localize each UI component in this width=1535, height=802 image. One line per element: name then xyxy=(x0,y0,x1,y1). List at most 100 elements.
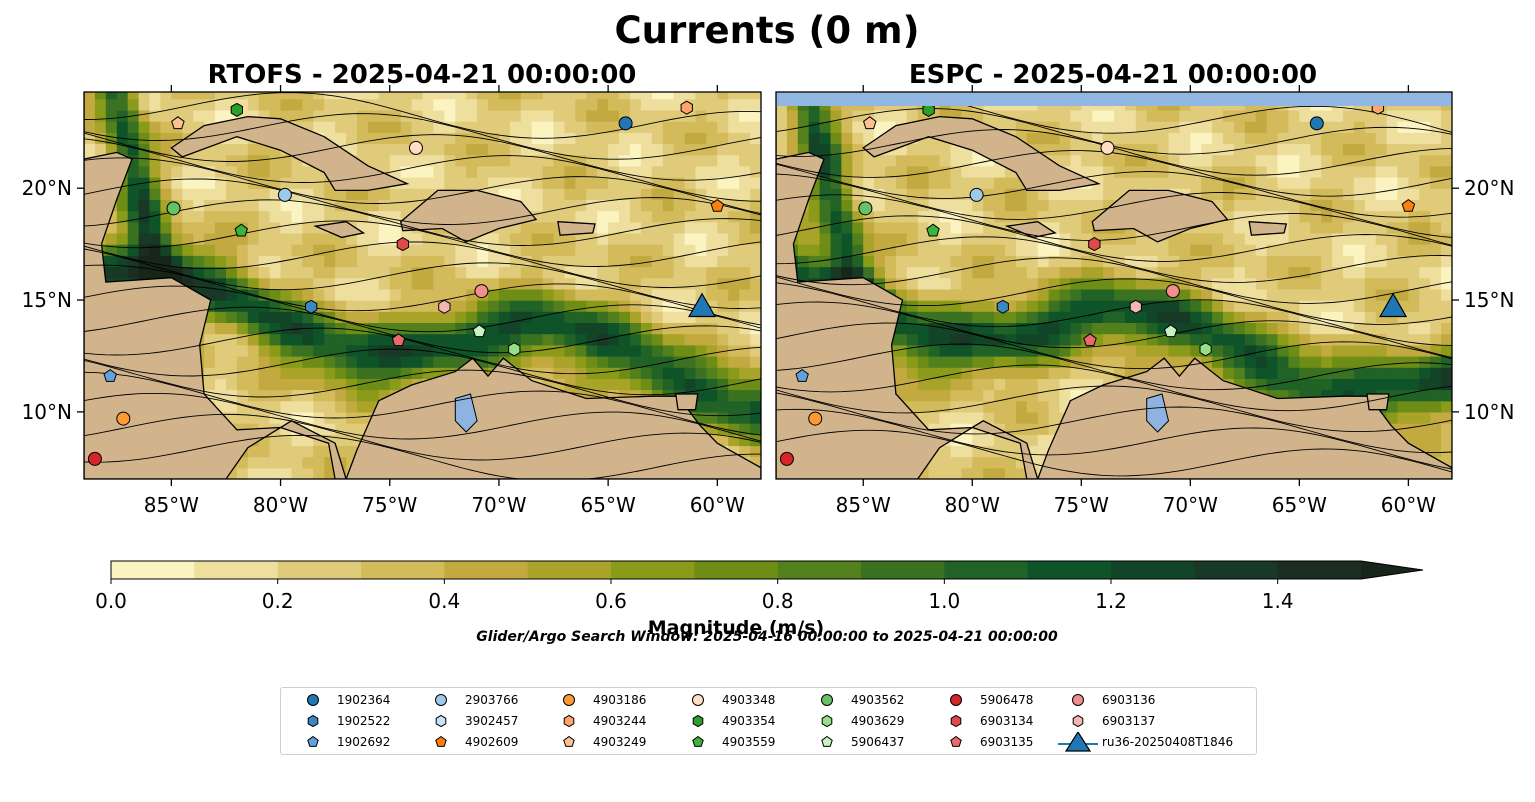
rtofs-platform-marker xyxy=(116,411,131,426)
legend-marker-shape xyxy=(821,735,833,747)
rtofs-land-polygon xyxy=(399,189,538,243)
rtofs-streamline xyxy=(84,220,761,267)
legend-marker-shape xyxy=(307,714,319,728)
legend-marker xyxy=(821,714,833,728)
colorbar-ticks: 0.0 0.2 0.4 0.6 0.8 1.0 1.2 1.4 xyxy=(95,579,1294,613)
rtofs-platform-marker xyxy=(87,451,102,466)
espc-platform-marker xyxy=(1199,342,1212,357)
legend-marker xyxy=(950,735,962,747)
legend-marker-shape xyxy=(692,694,704,706)
legend-label: 4902609 xyxy=(465,735,519,749)
legend-label: 4903186 xyxy=(593,693,647,707)
rtofs-streamline xyxy=(84,92,761,139)
legend-marker-shape xyxy=(563,694,575,706)
colorbar-segment xyxy=(194,561,279,579)
legend-label: 1902522 xyxy=(337,714,391,728)
espc-streamline xyxy=(776,301,1452,359)
colorbar-segment xyxy=(1027,561,1112,579)
legend-marker-shape xyxy=(950,714,962,728)
rtofs-platform-marker xyxy=(396,237,409,252)
rtofs-platform-marker xyxy=(166,201,181,216)
espc-streamline xyxy=(776,408,1452,470)
espc-streamline xyxy=(776,364,1452,412)
espc-x-tick-label: 60°W xyxy=(1381,493,1436,517)
espc-streamline xyxy=(776,385,1452,433)
legend-label: 4903348 xyxy=(722,693,776,707)
rtofs-platform-marker xyxy=(230,102,243,117)
espc-platform-marker xyxy=(1309,116,1324,131)
legend-label: 5906437 xyxy=(851,735,905,749)
colorbar-segments xyxy=(110,560,1424,580)
espc-platform-marker xyxy=(969,187,984,202)
rtofs-platform-marker xyxy=(171,116,185,130)
legend-marker xyxy=(821,694,833,706)
colorbar-tick-label: 1.2 xyxy=(1095,589,1127,613)
figure-title: Currents (0 m) xyxy=(614,9,919,52)
legend-label: 4903244 xyxy=(593,714,647,728)
legend-marker-shape xyxy=(950,694,962,706)
rtofs-landmass xyxy=(84,92,761,479)
espc-streamline xyxy=(776,92,1452,134)
colorbar-segment xyxy=(361,561,445,579)
rtofs-platform-marker xyxy=(408,140,423,155)
legend-marker xyxy=(563,735,575,747)
colorbar-tick-label: 0.8 xyxy=(762,589,794,613)
colorbar-segment xyxy=(861,561,945,579)
rtofs-x-tick-label: 85°W xyxy=(144,493,199,517)
rtofs-platform-marker xyxy=(472,324,487,338)
legend-marker xyxy=(950,714,962,728)
rtofs-y-tick-label: 20°N xyxy=(22,176,72,200)
rtofs-x-tick-label: 80°W xyxy=(253,493,308,517)
rtofs-axis-ticks: 85°W 80°W 75°W 70°W 65°W 60°W 10°N 15°N 20°N xyxy=(22,85,745,517)
espc-axis-ticks: 85°W 80°W 75°W 70°W 65°W 60°W 10°N 15°N 20°N xyxy=(836,85,1514,517)
rtofs-platform-marker xyxy=(103,368,117,382)
espc-platform-markers xyxy=(779,100,1416,466)
rtofs-streamline xyxy=(84,199,761,246)
legend-marker-shape xyxy=(1072,694,1084,706)
espc-streamline xyxy=(776,163,1452,218)
espc-streamline xyxy=(776,276,1452,325)
legend-label: 6903136 xyxy=(1102,693,1156,707)
legend-marker xyxy=(1058,732,1098,752)
colorbar-segment xyxy=(777,561,862,579)
rtofs-land-polygon xyxy=(84,92,347,479)
rtofs-streamline xyxy=(84,157,761,215)
espc-land-polygon xyxy=(1091,189,1229,243)
rtofs-x-tick-label: 70°W xyxy=(471,493,526,517)
rtofs-map-panel: RTOFS - 2025-04-21 00:00:00 85°W 80°W 75°W… xyxy=(22,60,762,517)
espc-platform-marker xyxy=(858,201,873,216)
legend-item: 5906478 xyxy=(936,690,1056,710)
rtofs-x-tick-label: 60°W xyxy=(690,493,745,517)
rtofs-platform-markers xyxy=(87,100,725,466)
legend-marker xyxy=(307,714,319,728)
legend-label: 2903766 xyxy=(465,693,519,707)
legend-item: ru36-20250408T1846 xyxy=(1058,732,1248,752)
espc-streamline xyxy=(776,236,1452,283)
rtofs-land-polygon xyxy=(675,393,699,411)
legend-label: 4903562 xyxy=(851,693,905,707)
espc-streamlines xyxy=(776,92,1452,477)
legend-item: 4903562 xyxy=(807,690,927,710)
espc-platform-marker xyxy=(795,368,809,382)
rtofs-x-tick-label: 75°W xyxy=(362,493,417,517)
legend-item: 6903134 xyxy=(936,711,1056,731)
legend-marker xyxy=(692,694,704,706)
legend-label: 6903135 xyxy=(980,735,1034,749)
rtofs-streamline xyxy=(84,413,761,461)
espc-streamline xyxy=(776,429,1452,477)
rtofs-streamline xyxy=(84,434,761,479)
colorbar-segment xyxy=(277,561,362,579)
rtofs-streamline xyxy=(84,348,761,396)
legend-item: 4903629 xyxy=(807,711,927,731)
rtofs-glider-marker xyxy=(688,292,717,318)
colorbar-tick-label: 0.6 xyxy=(595,589,627,613)
colorbar-tick-label: 0.4 xyxy=(428,589,460,613)
rtofs-platform-marker xyxy=(618,116,633,131)
espc-platform-marker xyxy=(922,102,935,117)
legend-marker-shape xyxy=(821,714,833,728)
colorbar-tick-label: 0.0 xyxy=(95,589,127,613)
legend-item: 4903348 xyxy=(678,690,798,710)
legend-marker xyxy=(1072,714,1084,728)
legend-item: 4902609 xyxy=(421,732,541,752)
